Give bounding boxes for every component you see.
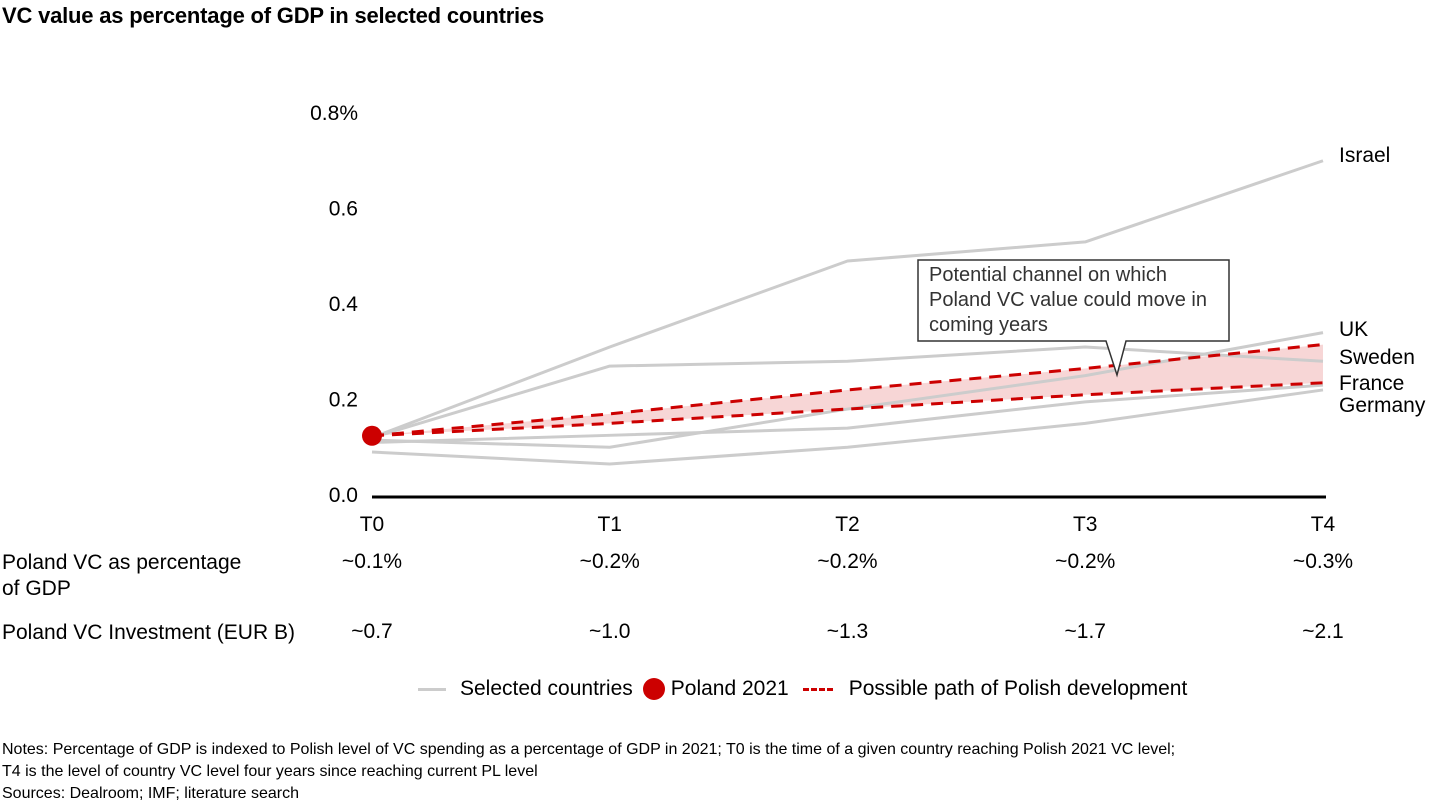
table-cell: ~0.7 bbox=[351, 620, 393, 643]
notes-line-1: Notes: Percentage of GDP is indexed to P… bbox=[2, 741, 1176, 758]
y-axis-ticks: 0.8% 0.6 0.4 0.2 0.0 bbox=[310, 102, 358, 507]
series-label-sweden: Sweden bbox=[1339, 346, 1415, 369]
table-cell: ~0.2% bbox=[1055, 550, 1116, 573]
series-line-uk bbox=[371, 331, 1324, 449]
table-cell: ~0.3% bbox=[1292, 550, 1354, 573]
legend-line-swatch-icon bbox=[418, 687, 446, 691]
legend-dashed-swatch-icon bbox=[802, 687, 833, 691]
notes: Notes: Percentage of GDP is indexed to P… bbox=[2, 739, 1438, 805]
legend: Selected countries Poland 2021 Possible … bbox=[418, 677, 1187, 701]
y-tick-label: 0.8% bbox=[310, 102, 358, 125]
x-axis-ticks: T0 T1 T2 T3 T4 bbox=[360, 513, 1336, 536]
series-label-israel: Israel bbox=[1339, 144, 1390, 167]
row-label-line1: Poland VC as percentage bbox=[2, 551, 242, 574]
sources: Sources: Dealroom; IMF; literature searc… bbox=[2, 785, 299, 802]
poland-marker-layer bbox=[362, 425, 382, 446]
y-tick-label: 0.4 bbox=[329, 293, 359, 316]
series-label-france: France bbox=[1339, 372, 1404, 395]
y-tick-label: 0.2 bbox=[329, 389, 358, 412]
y-tick-label: 0.6 bbox=[329, 198, 358, 221]
country-series bbox=[371, 159, 1324, 466]
row-label-line2: of GDP bbox=[2, 577, 71, 600]
x-tick-label: T3 bbox=[1073, 513, 1098, 536]
table-cell: ~0.1% bbox=[341, 550, 403, 573]
series-line-germany bbox=[371, 388, 1324, 466]
y-tick-label: 0.0 bbox=[329, 484, 358, 507]
notes-line-2: T4 is the level of country VC level four… bbox=[2, 763, 538, 780]
table-cell: ~1.0 bbox=[589, 620, 631, 643]
channel-fill bbox=[372, 344, 1323, 436]
legend-dot-swatch-icon bbox=[642, 678, 665, 700]
table-cell: ~2.1 bbox=[1302, 620, 1344, 643]
series-label-uk: UK bbox=[1339, 318, 1368, 341]
row-label-vc-investment: Poland VC Investment (EUR B) bbox=[2, 621, 295, 644]
possible-path-channel bbox=[372, 344, 1323, 436]
poland-2021-marker bbox=[362, 425, 382, 446]
series-label-germany: Germany bbox=[1339, 394, 1426, 417]
annotation-text: Potential channel on which Poland VC val… bbox=[929, 264, 1207, 336]
table-cell: ~0.2% bbox=[817, 550, 878, 573]
row-label-vc-pct-gdp: Poland VC as percentage of GDP bbox=[2, 550, 241, 602]
line-chart: 0.8% 0.6 0.4 0.2 0.0 T0 T1 T2 T3 T4 Israel UK Swed… bbox=[310, 102, 1426, 536]
annotation-callout bbox=[917, 259, 1230, 378]
series-line-sweden bbox=[371, 345, 1324, 440]
callout-box bbox=[917, 259, 1230, 378]
series-line-france bbox=[371, 383, 1324, 444]
legend-label-possible-path: Possible path of Polish development bbox=[848, 677, 1188, 700]
chart-title: VC value as percentage of GDP in selecte… bbox=[2, 3, 545, 28]
x-tick-label: T2 bbox=[835, 513, 860, 536]
legend-label-selected-countries: Selected countries bbox=[460, 677, 633, 700]
table-cell: ~1.7 bbox=[1064, 620, 1106, 643]
table-cell: ~0.2% bbox=[579, 550, 640, 573]
series-line-israel bbox=[371, 159, 1324, 440]
table-cell: ~1.3 bbox=[826, 620, 869, 643]
x-tick-label: T0 bbox=[360, 513, 385, 536]
x-tick-label: T1 bbox=[597, 513, 622, 536]
legend-label-poland-2021: Poland 2021 bbox=[670, 677, 789, 700]
x-tick-label: T4 bbox=[1311, 513, 1336, 536]
